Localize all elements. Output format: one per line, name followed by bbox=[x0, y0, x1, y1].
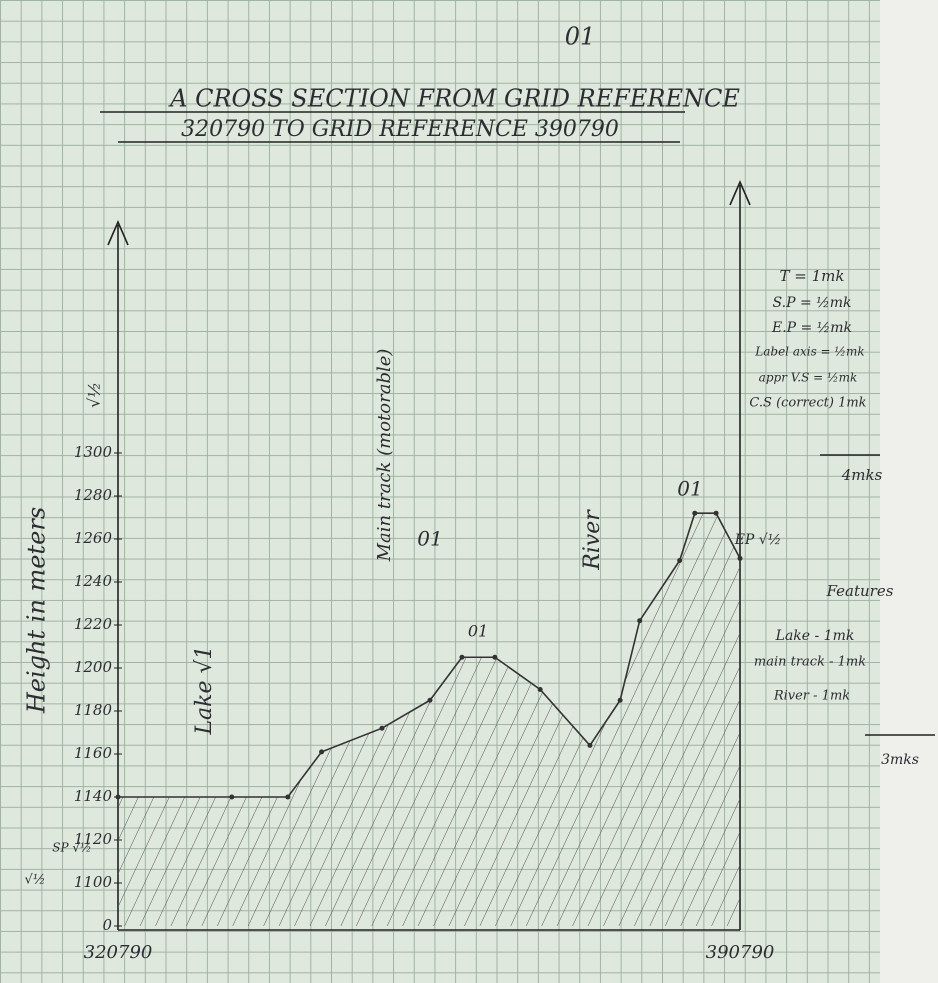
profile-point bbox=[587, 743, 592, 748]
y-tick-label: 1240 bbox=[74, 572, 113, 590]
annotation: Label axis = ½mk bbox=[754, 345, 864, 359]
annotation: 3mks bbox=[881, 752, 919, 768]
y-tick-label: 1140 bbox=[74, 787, 113, 805]
profile-point bbox=[618, 698, 623, 703]
annotation: Main track (motorable) bbox=[374, 349, 395, 563]
profile-point bbox=[229, 795, 234, 800]
y-tick-label: 1200 bbox=[74, 658, 113, 676]
profile-point bbox=[116, 795, 121, 800]
x-tick-label: 320790 bbox=[84, 942, 153, 963]
annotation: River bbox=[580, 509, 605, 571]
profile-point bbox=[379, 726, 384, 731]
chart-title: 320790 TO GRID REFERENCE 390790 bbox=[181, 117, 619, 142]
profile-point bbox=[637, 618, 642, 623]
chart: A CROSS SECTION FROM GRID REFERENCE 3207… bbox=[0, 0, 938, 983]
annotation: C.S (correct) 1mk bbox=[749, 396, 866, 411]
annotation: 01 bbox=[417, 527, 442, 551]
profile-point bbox=[427, 698, 432, 703]
profile-point bbox=[319, 749, 324, 754]
annotation: S.P = ½mk bbox=[773, 295, 852, 311]
annotation: River - 1mk bbox=[773, 689, 850, 704]
graph-paper: A CROSS SECTION FROM GRID REFERENCE 3207… bbox=[0, 0, 938, 983]
y-tick-label: 1220 bbox=[74, 615, 113, 633]
profile-point bbox=[714, 511, 719, 516]
profile-point bbox=[285, 795, 290, 800]
annotation: √½ bbox=[25, 873, 46, 888]
profile-point bbox=[738, 556, 743, 561]
annotation: 4mks bbox=[841, 466, 883, 484]
profile-point bbox=[692, 511, 697, 516]
y-tick-label: 1160 bbox=[74, 744, 113, 762]
annotation: SP √½ bbox=[52, 841, 91, 855]
profile-point bbox=[459, 655, 464, 660]
y-tick-label: 1280 bbox=[74, 486, 113, 504]
annotation: main track - 1mk bbox=[754, 655, 866, 670]
y-tick-label: 1180 bbox=[74, 701, 113, 719]
annotation: √½ bbox=[85, 382, 104, 408]
y-tick-label: 1300 bbox=[74, 443, 113, 461]
y-axis-label: Height in meters bbox=[23, 507, 51, 714]
annotation: 01 bbox=[677, 477, 702, 501]
annotation: Lake - 1mk bbox=[775, 628, 855, 644]
profile-point bbox=[492, 655, 497, 660]
annotation: 01 bbox=[565, 23, 596, 51]
annotation: Lake √1 bbox=[192, 645, 217, 735]
annotation: appr V.S = ½mk bbox=[759, 371, 858, 385]
annotation: E.P = ½mk bbox=[771, 320, 852, 336]
y-tick-label: 1260 bbox=[74, 529, 113, 547]
y-tick-label: 1100 bbox=[74, 873, 113, 891]
profile-point bbox=[677, 558, 682, 563]
annotation: 01 bbox=[468, 622, 488, 641]
x-tick-label: 390790 bbox=[706, 942, 775, 963]
y-tick-label: 0 bbox=[102, 916, 112, 934]
profile-point bbox=[538, 687, 543, 692]
annotation: T = 1mk bbox=[780, 267, 845, 285]
annotation: Features bbox=[826, 582, 894, 600]
chart-title: A CROSS SECTION FROM GRID REFERENCE bbox=[168, 85, 740, 113]
annotation: EP √½ bbox=[734, 532, 782, 548]
